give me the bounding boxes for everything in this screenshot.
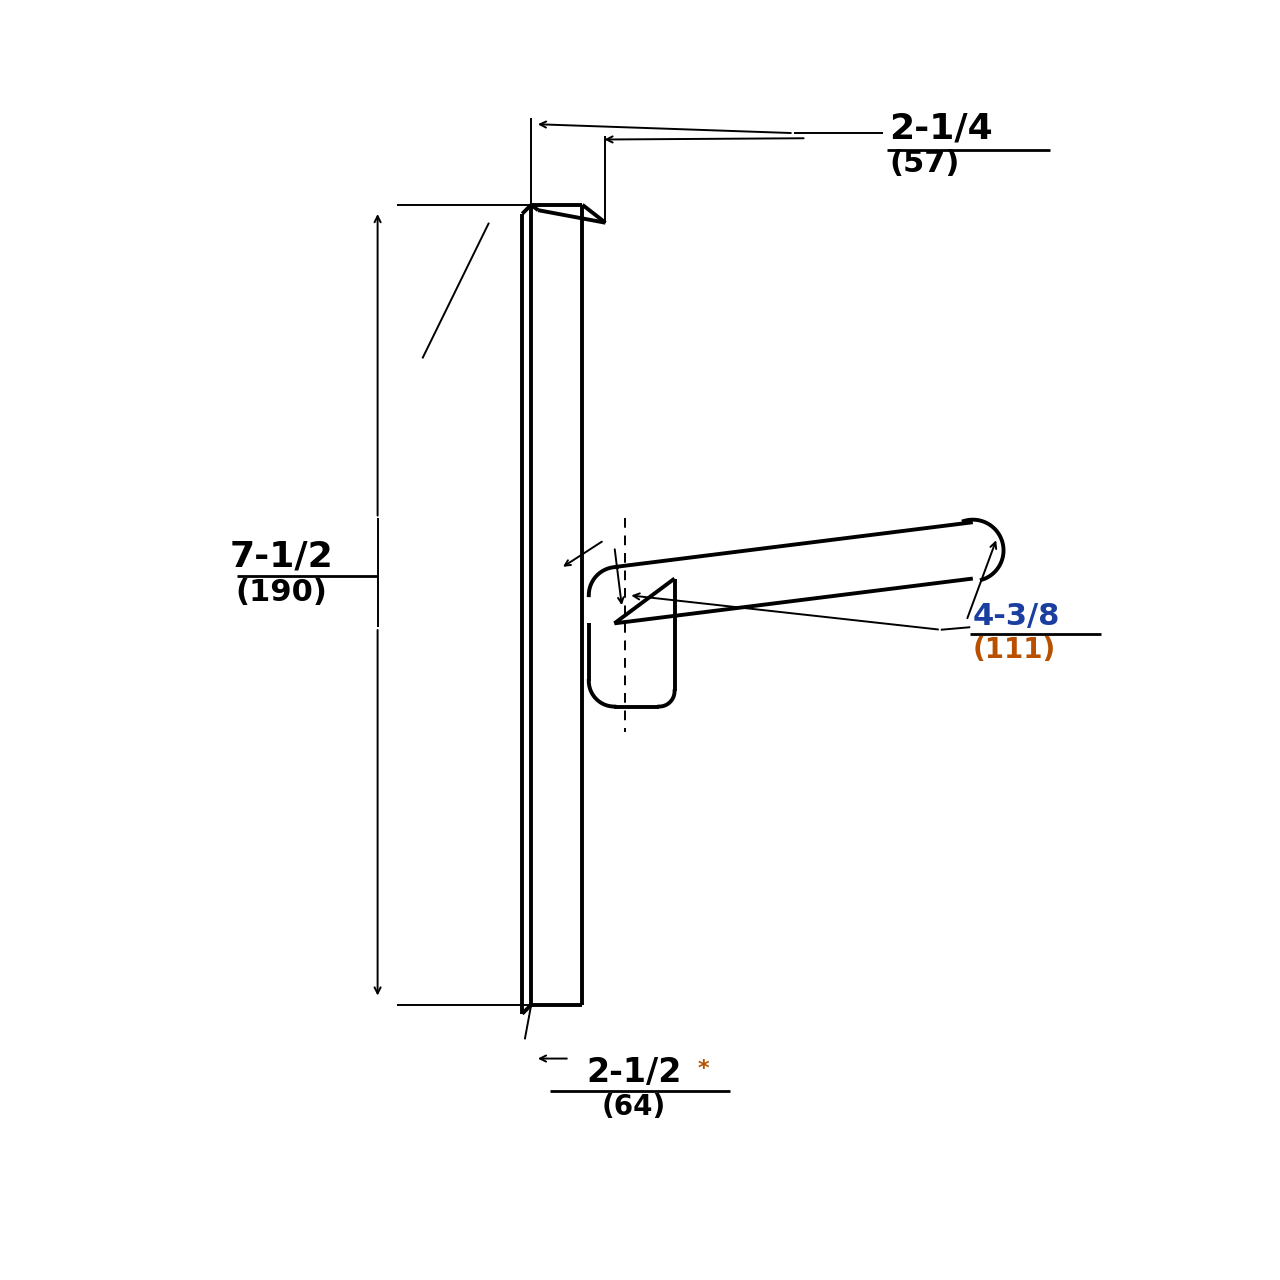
Text: 4-3/8: 4-3/8 [973,603,1060,631]
Text: *: * [698,1059,709,1079]
Text: 7-1/2: 7-1/2 [229,540,334,573]
Text: 2-1/4: 2-1/4 [890,111,993,145]
Text: (64): (64) [602,1093,666,1121]
Text: (111): (111) [973,636,1056,664]
Text: (190): (190) [236,579,328,607]
Text: (57): (57) [890,150,960,178]
Text: 2-1/2: 2-1/2 [586,1056,681,1089]
